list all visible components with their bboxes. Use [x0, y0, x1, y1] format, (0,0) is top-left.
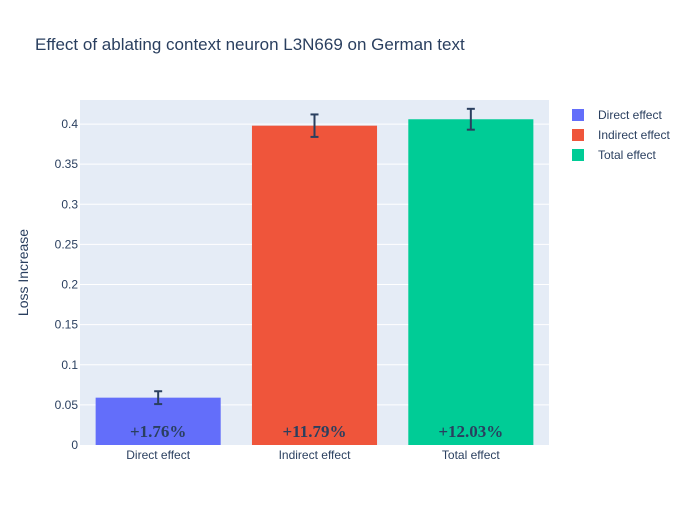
bar[interactable]	[251, 125, 378, 446]
data-label: +11.79%	[283, 422, 347, 441]
legend[interactable]: Direct effect Indirect effect Total effect	[572, 108, 670, 162]
y-tick-label: 0.3	[61, 197, 78, 211]
x-tick-label: Indirect effect	[279, 448, 351, 462]
legend-swatch[interactable]	[572, 149, 584, 161]
x-axis-ticks: Direct effect Indirect effect Total effect	[126, 448, 500, 462]
y-tick-label: 0.4	[61, 117, 78, 131]
data-label: +12.03%	[438, 422, 503, 441]
data-labels: +1.76% +11.79% +12.03%	[130, 422, 503, 441]
y-tick-label: 0.35	[55, 157, 79, 171]
legend-swatch[interactable]	[572, 129, 584, 141]
legend-label[interactable]: Indirect effect	[598, 128, 670, 142]
legend-label[interactable]: Total effect	[598, 148, 656, 162]
y-tick-label: 0.15	[55, 318, 79, 332]
y-tick-label: 0.1	[61, 358, 78, 372]
chart-title: Effect of ablating context neuron L3N669…	[35, 35, 465, 54]
y-tick-label: 0	[71, 438, 78, 452]
y-tick-label: 0.2	[61, 278, 78, 292]
x-tick-label: Direct effect	[126, 448, 190, 462]
y-axis-ticks: 0 0.05 0.1 0.15 0.2 0.25 0.3 0.35 0.4	[55, 117, 79, 452]
error-bars	[154, 107, 475, 406]
x-tick-label: Total effect	[442, 448, 500, 462]
legend-swatch[interactable]	[572, 109, 584, 121]
data-label: +1.76%	[130, 422, 186, 441]
bar[interactable]	[95, 397, 221, 445]
y-tick-label: 0.25	[55, 237, 79, 251]
y-axis-title: Loss Increase	[15, 229, 31, 316]
bar[interactable]	[408, 119, 534, 446]
bars	[95, 119, 534, 446]
y-tick-label: 0.05	[55, 398, 79, 412]
legend-label[interactable]: Direct effect	[598, 108, 662, 122]
